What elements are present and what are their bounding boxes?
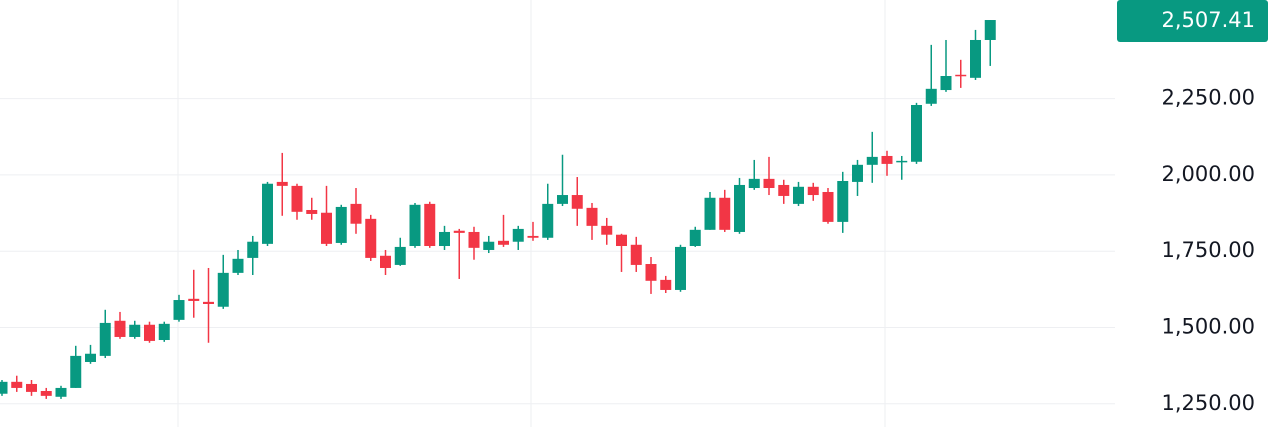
- candle-body: [55, 387, 67, 397]
- candle-body: [468, 231, 480, 248]
- candle-body: [99, 322, 111, 356]
- candle-body: [984, 20, 996, 40]
- candle-body: [616, 234, 627, 247]
- candle-body: [925, 88, 937, 104]
- candle-body: [630, 244, 642, 265]
- candle-body: [26, 383, 37, 392]
- candle-body: [852, 164, 863, 182]
- candle-body: [704, 197, 716, 230]
- candle-body: [453, 230, 465, 233]
- candle-body: [350, 203, 362, 224]
- candle-body: [660, 279, 672, 290]
- candle-body: [601, 225, 613, 235]
- candle-body: [11, 381, 23, 388]
- candle-body: [778, 184, 790, 196]
- candle-body: [158, 323, 170, 341]
- candle-body: [586, 207, 598, 226]
- candle-body: [542, 203, 554, 238]
- candle-body: [866, 156, 878, 165]
- candle-body: [571, 195, 583, 209]
- candle-body: [807, 186, 819, 196]
- candle-body: [970, 39, 981, 78]
- y-tick-label: 2,000.00: [1161, 162, 1255, 186]
- candle-body: [911, 104, 922, 162]
- candle-body: [409, 204, 421, 247]
- candle-body: [85, 353, 96, 362]
- candle-body: [335, 206, 347, 243]
- candle-body: [439, 231, 450, 247]
- candle-body: [380, 255, 391, 268]
- candle-body: [144, 324, 155, 341]
- candle-body: [262, 183, 273, 244]
- candle-body: [365, 218, 377, 258]
- candle-body: [0, 381, 8, 394]
- candle-body: [689, 229, 701, 247]
- candle-body: [306, 209, 318, 214]
- candle-body: [114, 320, 126, 337]
- candle-body: [247, 241, 259, 258]
- candle-body: [70, 355, 82, 388]
- last-price-label: 2,507.41: [1161, 8, 1255, 32]
- candle-body: [837, 180, 849, 222]
- candle-body: [822, 191, 834, 222]
- candle-body: [675, 246, 686, 290]
- y-tick-label: 2,250.00: [1161, 86, 1255, 110]
- candle-body: [512, 228, 524, 242]
- candle-body: [763, 178, 775, 189]
- candle-body: [276, 181, 288, 186]
- candle-body: [498, 240, 509, 245]
- candle-body: [424, 203, 436, 247]
- candle-body: [955, 74, 967, 77]
- candle-body: [793, 186, 804, 204]
- candle-body: [881, 155, 893, 164]
- candle-body: [557, 195, 568, 204]
- candle-body: [291, 185, 303, 212]
- candle-body: [173, 300, 185, 320]
- candle-body: [321, 212, 332, 244]
- candle-body: [719, 197, 731, 230]
- candle-body: [748, 178, 760, 189]
- candle-body: [394, 246, 406, 265]
- candle-body: [483, 241, 495, 250]
- y-tick-label: 1,250.00: [1161, 391, 1255, 415]
- candle-body: [217, 272, 229, 307]
- candle-body: [203, 301, 214, 304]
- candle-body: [940, 75, 952, 91]
- candle-body: [896, 160, 908, 163]
- y-tick-label: 1,500.00: [1161, 314, 1255, 338]
- candle-body: [645, 264, 657, 281]
- y-tick-label: 1,750.00: [1161, 238, 1255, 262]
- last-price-box: [1117, 0, 1268, 42]
- candle-body: [527, 235, 539, 238]
- candle-body: [40, 390, 52, 396]
- candle-body: [129, 324, 141, 337]
- candle-body: [188, 298, 200, 301]
- candle-body: [734, 184, 745, 232]
- candle-body: [232, 258, 244, 273]
